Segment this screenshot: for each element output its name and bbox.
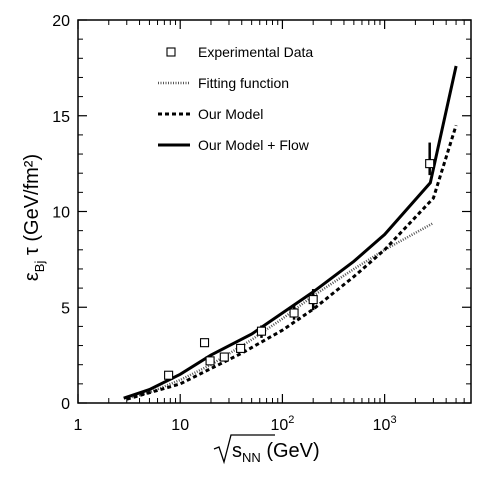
series-layer [123,65,458,401]
data-point [236,343,246,353]
data-point [199,338,210,348]
y-tick-label: 15 [52,109,70,126]
series-line-our-model [126,124,458,401]
x-tick-label: 103 [373,414,397,434]
legend-label: Fitting function [198,75,289,91]
sqrt-symbol [213,434,275,465]
x-axis-label-text: sNN (GeV) [232,440,320,465]
data-point [425,159,435,169]
x-axis-label: sNN (GeV) [213,434,320,465]
x-tick-label: 102 [270,414,294,434]
data-point [256,326,267,336]
legend: Experimental Data Fitting function Our Mod… [158,44,313,153]
data-point [308,295,318,305]
axis-labels: εBj τ (GeV/fm²) sNN (GeV) [21,154,320,465]
x-tick-label: 10 [171,417,189,434]
legend-label: Our Model + Flow [198,137,310,153]
y-tick-label: 5 [61,300,70,317]
legend-label: Experimental Data [198,44,313,60]
series-line-our-model-flow [123,65,458,400]
legend-marker [166,47,176,57]
y-tick-label: 10 [52,205,70,222]
data-point [205,356,215,366]
legend-label: Our Model [198,106,263,122]
data-point [164,370,174,380]
x-tick-label: 1 [74,417,83,434]
y-tick-label: 0 [61,396,70,413]
ticks-layer: 0 5 10 15 20 1 10 102 103 [52,13,472,434]
y-axis-label: εBj τ (GeV/fm²) [21,154,47,281]
plot-area: 0 5 10 15 20 1 10 102 103 [52,13,472,434]
y-tick-label: 20 [52,13,70,30]
data-point [289,308,299,318]
data-point [219,352,229,362]
